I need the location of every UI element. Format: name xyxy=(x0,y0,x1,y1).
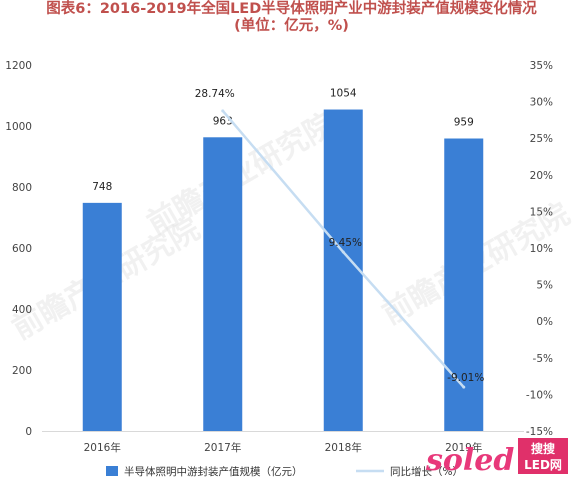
svg-text:soled: soled xyxy=(425,443,514,478)
right-axis-tick: 5% xyxy=(536,280,553,292)
left-axis-tick: 1200 xyxy=(5,60,32,72)
right-axis-tick: 25% xyxy=(530,133,553,145)
left-axis-tick: 200 xyxy=(12,365,32,377)
legend-swatch-bar xyxy=(106,466,118,476)
legend-label-bar: 半导体照明中游封装产值规模（亿元） xyxy=(124,465,303,478)
soled-logo: soled 搜搜 LED网 xyxy=(425,438,568,478)
svg-text:搜搜: 搜搜 xyxy=(531,441,556,456)
left-axis-tick: 1000 xyxy=(5,121,32,133)
line-data-label: -9.01% xyxy=(447,372,484,384)
growth-point xyxy=(221,109,225,113)
line-data-label: 9.45% xyxy=(329,237,362,249)
chart-subtitle: (单位：亿元，%) xyxy=(234,18,349,34)
legend-label-line: 同比增长（%） xyxy=(390,465,463,478)
growth-point xyxy=(462,385,466,389)
bar xyxy=(203,137,243,431)
bar xyxy=(82,202,122,431)
bar xyxy=(444,138,484,431)
line-data-label: 28.74% xyxy=(195,88,235,100)
left-axis-tick: 800 xyxy=(12,182,32,194)
right-axis-tick: 10% xyxy=(530,243,553,255)
x-axis-tick: 2017年 xyxy=(204,441,241,454)
right-axis-tick: -5% xyxy=(533,353,553,365)
x-axis-tick: 2016年 xyxy=(84,441,121,454)
bar-data-label: 748 xyxy=(92,181,112,193)
right-axis-tick: 15% xyxy=(530,206,553,218)
svg-text:LED网: LED网 xyxy=(524,458,562,472)
left-axis-tick: 400 xyxy=(12,304,32,316)
left-axis-tick: 0 xyxy=(25,426,32,438)
right-axis-tick: 30% xyxy=(530,97,553,109)
x-axis-tick: 2018年 xyxy=(325,441,362,454)
bar xyxy=(323,109,363,431)
right-axis-tick: 20% xyxy=(530,170,553,182)
growth-point xyxy=(341,250,345,254)
left-axis-tick: 600 xyxy=(12,243,32,255)
x-axis-tick: 2019年 xyxy=(445,441,482,454)
right-axis-tick: 0% xyxy=(536,316,553,328)
bar-data-label: 963 xyxy=(213,115,233,127)
bar-data-label: 959 xyxy=(454,117,474,129)
right-axis-tick: -10% xyxy=(526,389,553,401)
right-axis-tick: 35% xyxy=(530,60,553,72)
right-axis-tick: -15% xyxy=(526,426,553,438)
chart-title: 图表6：2016-2019年全国LED半导体照明产业中游封装产值规模变化情况 xyxy=(46,1,537,17)
bar-data-label: 1054 xyxy=(330,88,357,100)
